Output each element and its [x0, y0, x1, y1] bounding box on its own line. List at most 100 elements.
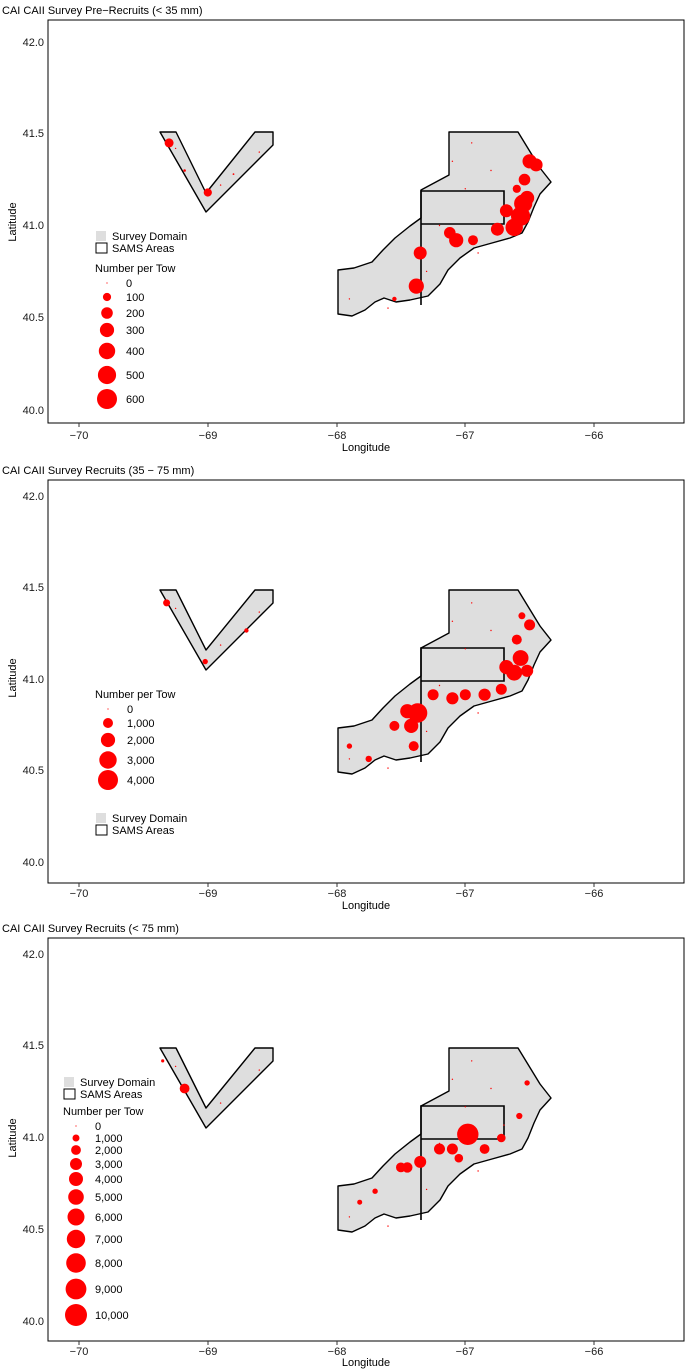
y-tick-label: 40.5 — [23, 765, 44, 777]
size-legend-symbol — [67, 1208, 85, 1226]
survey-point-zero — [490, 1087, 492, 1090]
size-legend-symbol — [98, 770, 118, 790]
y-axis: 40.0 40.5 41.0 41.5 42.0 Latitude — [7, 949, 44, 1328]
survey-point-zero — [503, 1124, 505, 1126]
y-tick-label: 41.0 — [23, 220, 44, 232]
size-legend-label: 400 — [126, 346, 144, 358]
plot-frame — [47, 937, 685, 1342]
x-tick-label: −68 — [328, 888, 347, 900]
survey-point — [497, 1133, 506, 1143]
survey-point-zero — [477, 712, 479, 714]
survey-point-zero — [477, 1170, 479, 1172]
survey-point — [413, 246, 427, 260]
survey-point-zero — [490, 169, 492, 172]
survey-point — [164, 138, 174, 148]
survey-point — [524, 1080, 530, 1086]
size-legend-symbol — [69, 1172, 83, 1186]
legend-survey-domain-swatch — [96, 231, 106, 241]
size-legend-title: Number per Tow — [63, 1106, 144, 1118]
size-legend-symbol — [71, 1145, 81, 1155]
size-legend-symbol — [99, 322, 115, 338]
survey-point — [232, 173, 235, 176]
survey-point — [183, 169, 186, 172]
x-tick-label: −66 — [585, 1346, 604, 1358]
survey-point — [518, 173, 531, 186]
survey-point-zero — [471, 142, 473, 144]
x-tick-label: −69 — [199, 430, 218, 442]
survey-point — [427, 689, 439, 701]
panel-title: CAI CAII Survey Recruits (< 75 mm) — [2, 923, 179, 935]
survey-point-zero — [348, 758, 351, 760]
x-tick-label: −68 — [328, 1346, 347, 1358]
size-legend-label: 200 — [126, 308, 144, 320]
y-tick-label: 42.0 — [23, 37, 44, 49]
survey-point — [478, 688, 491, 701]
survey-point-zero — [425, 1188, 428, 1191]
x-axis-title: Longitude — [342, 1357, 390, 1369]
size-legend-symbol — [65, 1304, 87, 1326]
survey-point — [518, 612, 526, 620]
survey-point-zero — [503, 666, 505, 668]
x-tick-label: −69 — [199, 888, 218, 900]
survey-point — [203, 188, 212, 197]
survey-points — [163, 599, 536, 769]
size-legend-symbol — [101, 307, 113, 319]
size-legend-symbol — [68, 1189, 84, 1205]
size-legend-label: 3,000 — [127, 755, 155, 767]
survey-point-zero — [451, 620, 454, 622]
x-axis: −70 −69 −68 −67 −66 Longitude — [70, 1341, 604, 1369]
plot-frame — [47, 19, 685, 424]
survey-point-zero — [438, 224, 441, 227]
survey-point-zero — [464, 648, 466, 650]
survey-point-zero — [258, 611, 260, 613]
y-axis-title: Latitude — [7, 1118, 19, 1157]
survey-point — [468, 235, 478, 246]
legend: Survey Domain SAMS Areas Number per Tow … — [95, 231, 187, 409]
size-legend-symbol — [106, 282, 108, 284]
x-axis: −70 −69 −68 −67 −66 Longitude — [70, 883, 603, 912]
survey-point-zero — [464, 188, 466, 190]
legend-survey-domain-label: Survey Domain — [112, 813, 187, 825]
size-legend-label: 9,000 — [95, 1284, 123, 1296]
size-legend-symbol — [66, 1229, 86, 1249]
legend-survey-domain-label: Survey Domain — [112, 231, 187, 243]
survey-point — [457, 1123, 479, 1146]
survey-point — [529, 158, 543, 172]
size-legend-label: 6,000 — [95, 1212, 123, 1224]
survey-point — [179, 1083, 190, 1094]
survey-domain-shapes — [159, 1047, 552, 1233]
size-legend-label: 100 — [126, 292, 144, 304]
survey-point — [524, 619, 536, 631]
size-legend-label: 600 — [126, 394, 144, 406]
size-legend-symbol — [98, 342, 116, 360]
size-legend-symbol — [97, 365, 117, 385]
survey-point — [521, 664, 534, 677]
y-tick-label: 41.5 — [23, 1040, 44, 1052]
survey-point-zero — [174, 1065, 177, 1068]
size-legend: 0 100 200 300 400 500 600 — [97, 278, 144, 409]
y-axis: 40.0 40.5 41.0 41.5 42.0 Latitude — [7, 37, 44, 417]
legend-sams-swatch — [63, 1088, 76, 1100]
panel-3: CAI CAII Survey Recruits (< 75 mm) 40.0 … — [2, 923, 685, 1369]
survey-point — [408, 741, 419, 752]
size-legend-symbol — [65, 1278, 87, 1300]
size-legend-label: 0 — [126, 278, 132, 290]
size-legend: 0 1,000 2,000 3,000 4,000 — [98, 704, 155, 790]
size-legend-label: 7,000 — [95, 1234, 123, 1246]
legend-survey-domain-swatch — [96, 813, 106, 823]
y-tick-label: 40.0 — [23, 857, 44, 869]
y-axis: 40.0 40.5 41.0 41.5 42.0 Latitude — [7, 491, 44, 869]
size-legend-title: Number per Tow — [95, 263, 176, 275]
survey-point — [163, 599, 171, 607]
survey-point — [490, 222, 504, 236]
survey-point-zero — [348, 1216, 351, 1218]
survey-point-zero — [471, 602, 473, 604]
survey-point-zero — [438, 684, 441, 687]
survey-point — [346, 743, 353, 749]
survey-point-zero — [387, 767, 389, 769]
survey-domain-west — [159, 589, 274, 671]
survey-point-zero — [219, 184, 222, 186]
x-tick-label: −67 — [456, 430, 475, 442]
